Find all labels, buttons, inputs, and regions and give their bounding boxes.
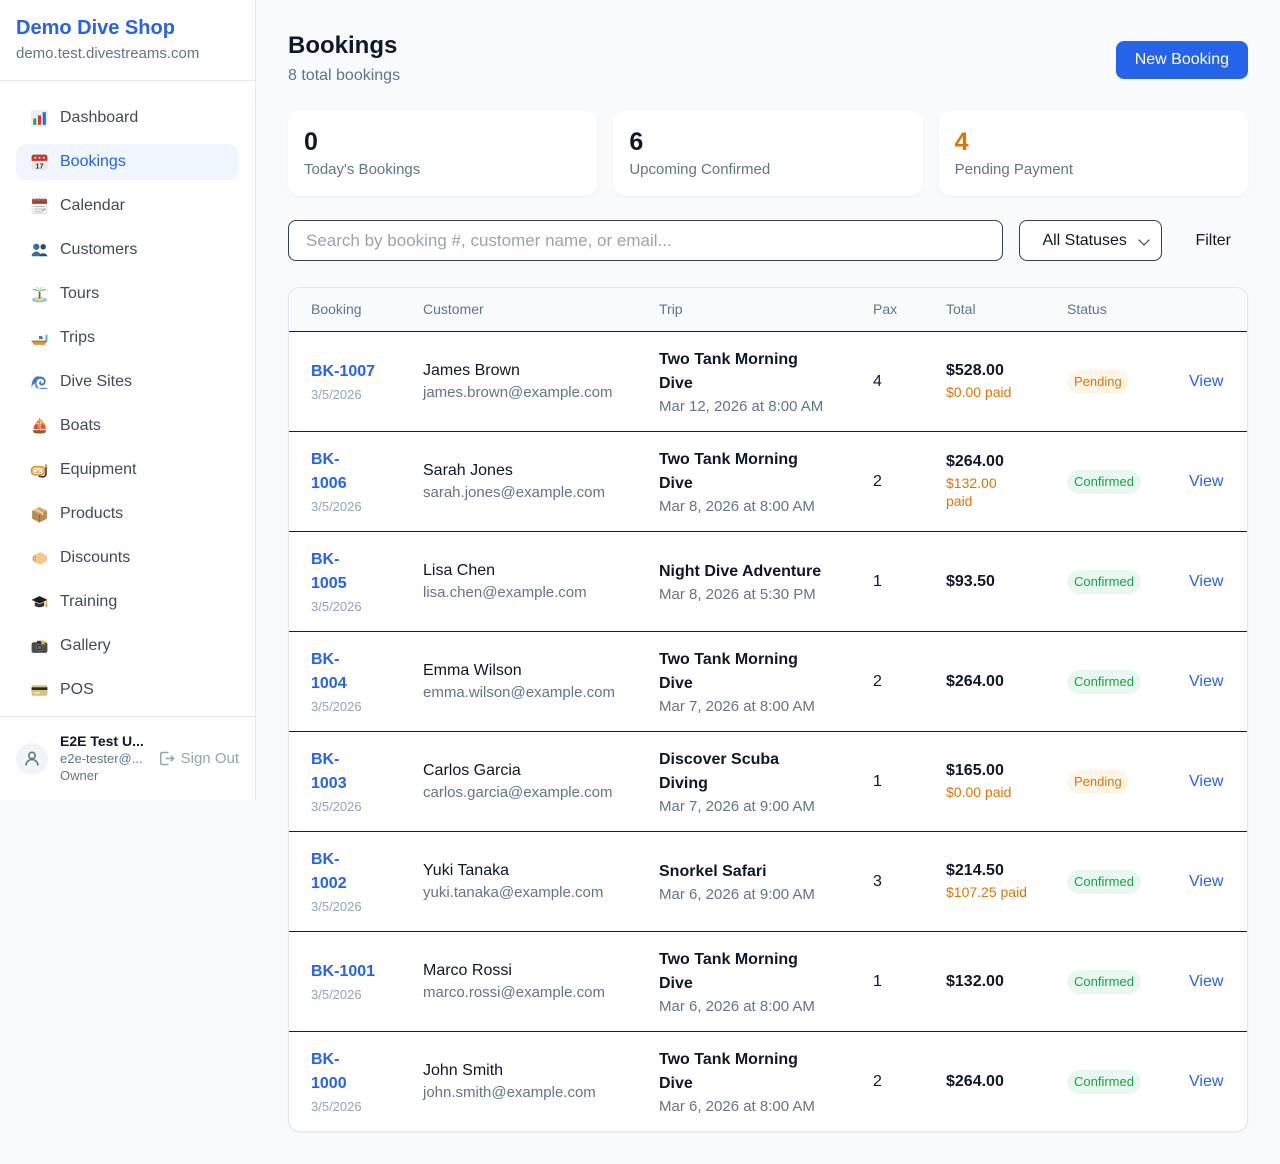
svg-text:17: 17 <box>35 161 43 170</box>
